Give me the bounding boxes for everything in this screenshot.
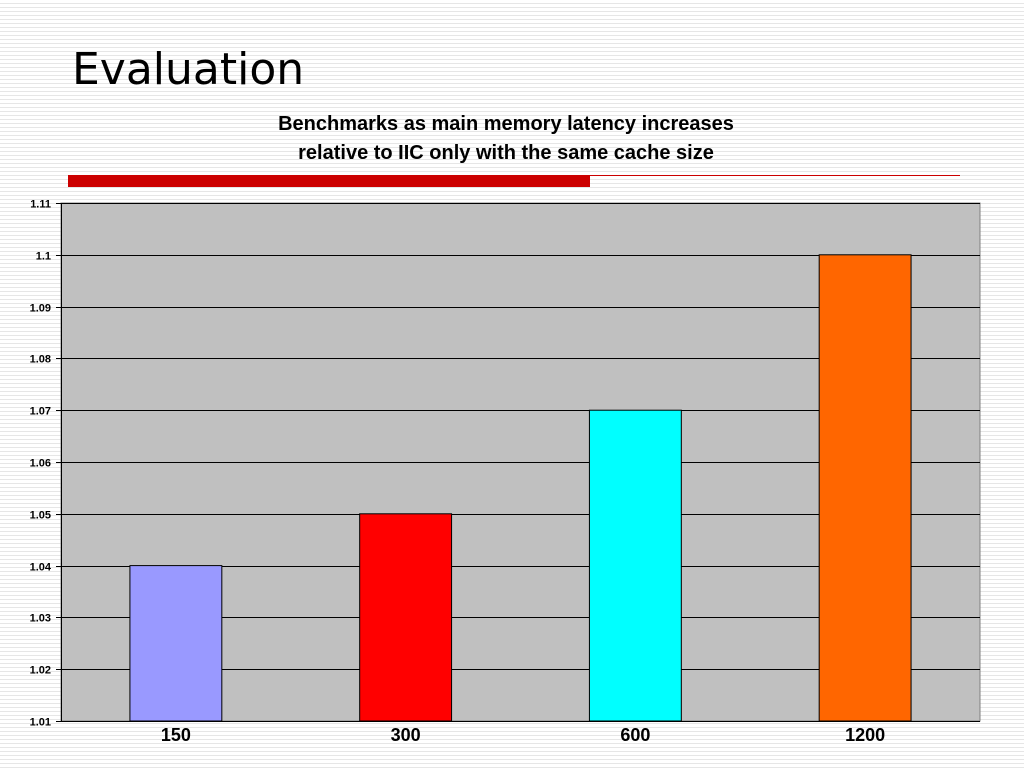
y-tick-label: 1.07	[30, 406, 51, 418]
chart-title-line-2: relative to IIC only with the same cache…	[298, 142, 714, 164]
bar-150	[129, 565, 223, 722]
y-tick-label: 1.01	[30, 717, 51, 729]
bar-600	[588, 409, 682, 722]
y-tick-label: 1.09	[30, 303, 51, 315]
title-accent-line	[590, 175, 960, 176]
x-category-label: 1200	[845, 725, 885, 745]
chart-title: Benchmarks as main memory latency increa…	[200, 110, 812, 168]
y-tick-label: 1.11	[30, 199, 51, 211]
bar-1200	[818, 254, 912, 722]
bar-300	[359, 513, 453, 722]
x-category-label: 300	[391, 725, 421, 745]
y-tick-label: 1.03	[30, 613, 51, 625]
y-tick-label: 1.04	[30, 562, 52, 574]
y-tick-label: 1.06	[30, 458, 51, 470]
title-accent-bar	[68, 175, 590, 187]
x-category-label: 150	[161, 725, 191, 745]
y-tick-label: 1.08	[30, 354, 51, 366]
y-tick-label: 1.02	[30, 665, 51, 677]
y-tick-label: 1.1	[36, 251, 51, 263]
slide-title: Evaluation	[72, 44, 305, 95]
x-category-label: 600	[620, 725, 650, 745]
y-tick-label: 1.05	[30, 510, 51, 522]
chart-title-line-1: Benchmarks as main memory latency increa…	[278, 113, 734, 135]
